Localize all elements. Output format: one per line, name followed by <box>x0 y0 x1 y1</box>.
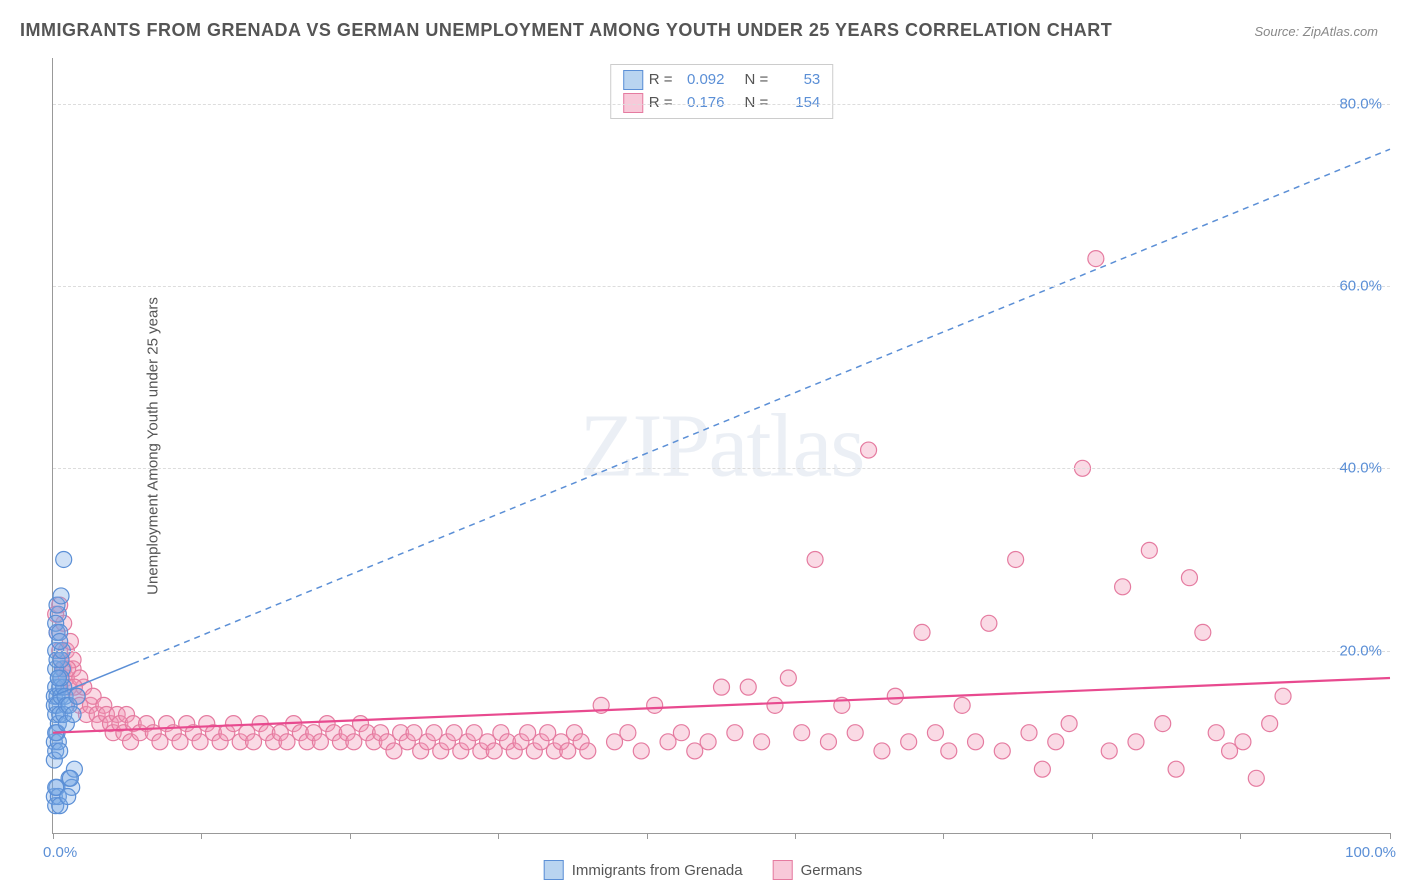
scatter-point <box>954 697 970 713</box>
x-tick-mark <box>498 833 499 839</box>
scatter-point <box>1021 725 1037 741</box>
legend-label-grenada: Immigrants from Grenada <box>572 862 743 879</box>
scatter-point <box>968 734 984 750</box>
scatter-point <box>1048 734 1064 750</box>
scatter-point <box>1275 688 1291 704</box>
scatter-point <box>1128 734 1144 750</box>
x-tick-mark <box>1240 833 1241 839</box>
scatter-point <box>901 734 917 750</box>
scatter-point <box>874 743 890 759</box>
scatter-point <box>914 624 930 640</box>
scatter-point <box>714 679 730 695</box>
y-tick-label: 20.0% <box>1339 642 1382 659</box>
scatter-point <box>994 743 1010 759</box>
scatter-point <box>673 725 689 741</box>
scatter-point <box>1155 716 1171 732</box>
scatter-point <box>62 770 78 786</box>
scatter-point <box>60 789 76 805</box>
y-tick-label: 60.0% <box>1339 277 1382 294</box>
scatter-point <box>820 734 836 750</box>
gridline <box>53 468 1390 469</box>
scatter-point <box>633 743 649 759</box>
scatter-point <box>1181 570 1197 586</box>
scatter-point <box>941 743 957 759</box>
y-tick-label: 80.0% <box>1339 95 1382 112</box>
scatter-point <box>52 743 68 759</box>
n-value-grenada: 53 <box>774 69 820 92</box>
legend-swatch-germans <box>773 860 793 880</box>
legend-swatch-grenada <box>544 860 564 880</box>
scatter-point <box>847 725 863 741</box>
scatter-point <box>1088 251 1104 267</box>
r-label: R = <box>649 69 673 92</box>
scatter-point <box>53 588 69 604</box>
scatter-point <box>56 551 72 567</box>
scatter-point <box>50 670 66 686</box>
legend-label-germans: Germans <box>801 862 863 879</box>
x-tick-label-min: 0.0% <box>43 844 77 861</box>
gridline <box>53 104 1390 105</box>
scatter-point <box>754 734 770 750</box>
scatter-point <box>767 697 783 713</box>
x-tick-mark <box>53 833 54 839</box>
scatter-point <box>727 725 743 741</box>
x-tick-mark <box>795 833 796 839</box>
x-tick-mark <box>1390 833 1391 839</box>
x-tick-mark <box>1092 833 1093 839</box>
legend-item-germans: Germans <box>773 860 863 880</box>
scatter-point <box>1195 624 1211 640</box>
y-tick-label: 40.0% <box>1339 460 1382 477</box>
x-tick-label-max: 100.0% <box>1345 844 1396 861</box>
correlation-legend: R = 0.092 N = 53 R = 0.176 N = 154 <box>610 64 834 119</box>
scatter-point <box>580 743 596 759</box>
scatter-point <box>807 551 823 567</box>
r-value-grenada: 0.092 <box>679 69 725 92</box>
scatter-point <box>1061 716 1077 732</box>
scatter-point <box>1008 551 1024 567</box>
gridline <box>53 286 1390 287</box>
x-tick-mark <box>201 833 202 839</box>
scatter-point <box>52 634 68 650</box>
gridline <box>53 651 1390 652</box>
scatter-point <box>887 688 903 704</box>
scatter-point <box>1208 725 1224 741</box>
chart-container: { "title": "IMMIGRANTS FROM GRENADA VS G… <box>0 0 1406 892</box>
x-tick-mark <box>943 833 944 839</box>
chart-title: IMMIGRANTS FROM GRENADA VS GERMAN UNEMPL… <box>20 20 1112 41</box>
scatter-point <box>1101 743 1117 759</box>
scatter-point <box>794 725 810 741</box>
legend-item-grenada: Immigrants from Grenada <box>544 860 743 880</box>
scatter-point <box>69 688 85 704</box>
plot-area: ZIPatlas R = 0.092 N = 53 R = 0.176 N = … <box>52 58 1390 834</box>
scatter-point <box>1262 716 1278 732</box>
scatter-point <box>927 725 943 741</box>
scatter-point <box>861 442 877 458</box>
scatter-point <box>1034 761 1050 777</box>
scatter-point <box>981 615 997 631</box>
trend-line-dashed <box>133 149 1390 663</box>
legend-row-grenada: R = 0.092 N = 53 <box>623 69 821 92</box>
scatter-point <box>700 734 716 750</box>
scatter-point <box>620 725 636 741</box>
n-label: N = <box>745 69 769 92</box>
x-tick-mark <box>350 833 351 839</box>
scatter-point <box>1141 542 1157 558</box>
scatter-point <box>1235 734 1251 750</box>
scatter-point <box>1248 770 1264 786</box>
plot-svg <box>53 58 1390 833</box>
scatter-point <box>740 679 756 695</box>
scatter-point <box>65 706 81 722</box>
x-tick-mark <box>647 833 648 839</box>
scatter-point <box>1168 761 1184 777</box>
legend-swatch-grenada <box>623 70 643 90</box>
scatter-point <box>1115 579 1131 595</box>
series-legend: Immigrants from Grenada Germans <box>544 860 863 880</box>
scatter-point <box>780 670 796 686</box>
scatter-point <box>647 697 663 713</box>
source-attribution: Source: ZipAtlas.com <box>1254 24 1378 39</box>
